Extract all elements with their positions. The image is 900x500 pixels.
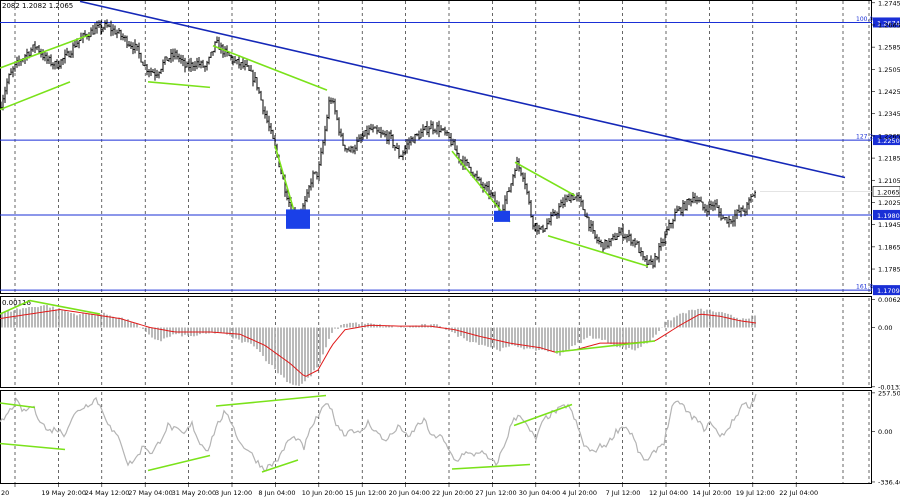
macd-channel-line[interactable] — [554, 340, 656, 353]
macd-axis-label: 0.00628 — [878, 296, 900, 304]
price-axis-label: 1.1785 — [878, 266, 900, 274]
channel-line[interactable] — [212, 45, 328, 91]
time-axis-label: 8 Jun 04:00 — [258, 489, 295, 497]
price-label-bg — [873, 285, 900, 296]
time-axis-label: 3 Jun 12:00 — [215, 489, 252, 497]
price-axis-label: 1.2425 — [878, 88, 900, 96]
price-panel-frame — [0, 0, 872, 294]
cci-axis: 257.5097 0.00 -336.4681 — [872, 389, 900, 486]
channel-line[interactable] — [0, 33, 91, 69]
time-axis-label: 19 Jul 12:00 — [736, 489, 775, 497]
cci-channel-line[interactable] — [147, 454, 211, 472]
channel-line[interactable] — [147, 81, 211, 89]
cci-channel-line[interactable] — [215, 394, 327, 407]
macd-axis-label: 0.00 — [878, 324, 892, 332]
price-channel-lines[interactable] — [0, 33, 649, 268]
price-axis-label: 1.2585 — [878, 44, 900, 52]
price-axis-label: 1.2025 — [878, 199, 900, 207]
macd-channel-lines[interactable] — [0, 299, 656, 353]
time-axis-label: 4 Jul 20:00 — [562, 489, 597, 497]
time-axis-label: 14 Jul 20:00 — [692, 489, 731, 497]
price-axis-label: 1.2105 — [878, 177, 900, 185]
descending-trend-line[interactable] — [79, 0, 846, 179]
highlight-box[interactable] — [494, 210, 510, 222]
cci-channel-line[interactable] — [261, 459, 299, 473]
price-axis-label: 1.2745 — [878, 0, 900, 7]
price-axis-label: 1.1865 — [878, 243, 900, 251]
cci-line — [0, 393, 757, 472]
cci-polyline — [0, 393, 757, 472]
time-axis-label: 19 May 20:00 — [41, 489, 86, 497]
macd-value-label: 0.00116 — [2, 299, 31, 307]
time-axis-label: 31 May 20:00 — [172, 489, 217, 497]
time-axis-label: 30 Jun 04:00 — [519, 489, 560, 497]
cci-channel-line[interactable] — [0, 402, 36, 409]
highlight-box[interactable] — [286, 209, 310, 229]
time-axis-label: 15 Jun 12:00 — [345, 489, 386, 497]
price-axis-label: 1.2505 — [878, 66, 900, 74]
time-axis-label: 20 — [1, 489, 9, 497]
panel-frames — [0, 0, 872, 484]
price-level-tag: 1.1709 — [877, 287, 900, 295]
price-level-tag: 1.2250 — [877, 137, 900, 145]
price-axis-label: 1.2345 — [878, 110, 900, 118]
price-axis-label: 1.1945 — [878, 221, 900, 229]
price-trend-line[interactable] — [79, 0, 846, 179]
fibo-level-label: 161.8 — [856, 284, 873, 291]
time-axis-label: 7 Jul 12:00 — [606, 489, 641, 497]
price-axis-label: 1.2265 — [878, 132, 900, 140]
cci-channel-line[interactable] — [513, 403, 573, 427]
cci-axis-label: 257.5097 — [878, 389, 900, 397]
macd-axis-label: -0.01323 — [878, 383, 900, 391]
current-price-tag: 1.2065 — [877, 188, 900, 196]
highlight-boxes[interactable] — [286, 209, 510, 229]
macd-histogram — [1, 304, 756, 386]
price-axis-label: 1.2665 — [878, 21, 900, 29]
time-axis-label: 22 Jun 20:00 — [432, 489, 473, 497]
price-level-lines: 100.0 127.2 161.8 — [0, 16, 873, 291]
chart-header-ohlc: 2082 1.2082 1.2065 — [2, 2, 74, 10]
channel-line[interactable] — [547, 234, 649, 268]
price-level-tag: 1.1980 — [877, 212, 900, 220]
cci-channel-line[interactable] — [451, 463, 531, 470]
fibo-level-label: 100.0 — [856, 16, 873, 23]
macd-axis: 0.00628 0.00 -0.01323 — [872, 296, 900, 391]
time-axis-label: 22 Jul 04:00 — [779, 489, 818, 497]
cci-panel-frame — [0, 390, 872, 484]
time-axis-label: 20 Jun 04:00 — [389, 489, 430, 497]
time-axis-label: 27 Jun 12:00 — [475, 489, 516, 497]
cci-channel-line[interactable] — [0, 442, 66, 451]
vertical-grid — [14, 1, 870, 483]
price-label-bg — [873, 17, 900, 28]
price-label-bg — [873, 135, 900, 146]
time-axis-label: 27 May 04:00 — [128, 489, 173, 497]
current-price-tag-bg — [872, 186, 900, 197]
channel-line[interactable] — [451, 150, 511, 223]
cci-axis-label: -336.4681 — [878, 478, 900, 486]
channel-line[interactable] — [0, 81, 71, 111]
macd-panel-frame — [0, 296, 872, 388]
time-axis-label: 10 Jun 20:00 — [302, 489, 343, 497]
price-label-bg — [873, 209, 900, 220]
time-axis-label: 12 Jul 04:00 — [649, 489, 688, 497]
channel-line[interactable] — [514, 161, 576, 197]
cci-axis-label: 0.00 — [878, 428, 892, 436]
price-level-tag: 1.2674 — [877, 19, 900, 27]
price-axis: 1.2674 1.2250 1.1980 1.1709 1.2065 1.2745 1.26… — [872, 0, 900, 296]
macd-channel-line[interactable] — [0, 299, 101, 315]
price-axis-label: 1.2185 — [878, 155, 900, 163]
cci-channel-lines[interactable] — [0, 394, 573, 473]
time-axis-label: 24 May 12:00 — [85, 489, 130, 497]
fibo-level-label: 127.2 — [856, 134, 873, 141]
price-candles — [0, 19, 756, 269]
